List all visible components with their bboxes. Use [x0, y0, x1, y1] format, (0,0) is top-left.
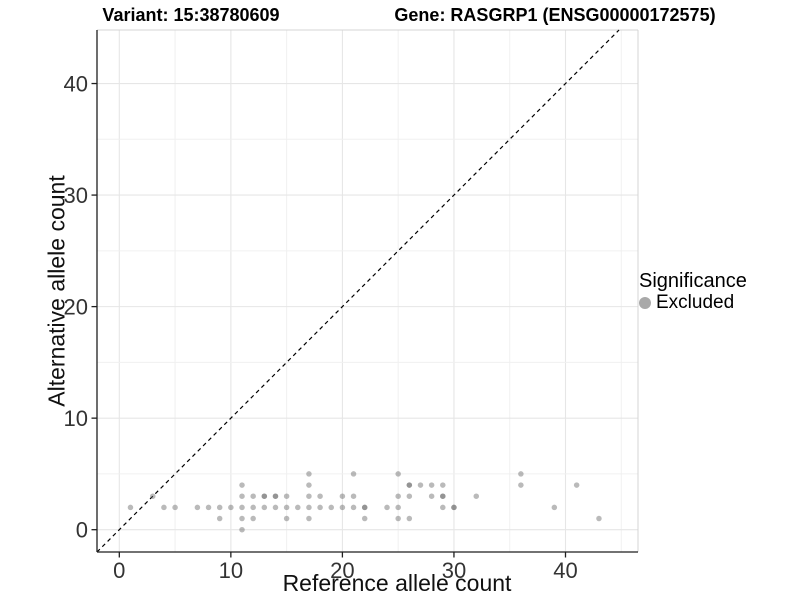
data-point: [272, 504, 279, 511]
data-point: [205, 504, 212, 511]
data-point: [428, 482, 435, 488]
data-point: [406, 482, 413, 488]
data-point: [451, 504, 457, 511]
data-point: [261, 493, 268, 499]
data-point: [317, 504, 323, 511]
data-point: [361, 504, 368, 511]
data-point: [250, 504, 256, 511]
y-tick-label: 20: [64, 295, 88, 320]
data-point: [417, 482, 424, 488]
data-point: [440, 504, 446, 511]
y-axis-title: Alternative allele count: [43, 175, 70, 407]
x-tick-label: 20: [330, 558, 354, 583]
data-point: [239, 526, 245, 533]
x-axis-title: Reference allele count: [282, 570, 512, 596]
data-point: [261, 493, 268, 499]
data-point: [283, 504, 290, 511]
data-point: [306, 504, 312, 511]
data-point: [239, 482, 245, 488]
identity-line: [96, 29, 620, 553]
data-point: [216, 515, 223, 522]
data-point: [596, 515, 602, 522]
legend-title: Significance: [639, 270, 747, 292]
data-point: [440, 493, 446, 499]
data-point: [228, 504, 234, 511]
data-point: [127, 504, 134, 511]
data-point: [150, 493, 156, 499]
data-point: [395, 493, 401, 499]
y-tick-label: 40: [64, 72, 88, 97]
data-point: [172, 504, 178, 511]
data-point: [361, 515, 368, 522]
data-point: [239, 504, 245, 511]
data-point: [306, 515, 312, 522]
data-point: [306, 471, 312, 477]
y-tick-label: 30: [64, 183, 88, 208]
data-point: [573, 482, 580, 488]
data-point: [473, 493, 480, 499]
data-point: [451, 504, 457, 511]
data-point: [239, 515, 245, 522]
data-point: [395, 504, 401, 511]
y-tick-label: 0: [76, 518, 88, 543]
data-point: [317, 493, 323, 499]
legend-item-excluded: Excluded: [639, 293, 747, 313]
data-point: [283, 515, 290, 522]
data-point: [518, 482, 524, 488]
gene-title: Gene: RASGRP1 (ENSG00000172575): [394, 5, 716, 25]
data-point: [216, 504, 223, 511]
data-point: [283, 493, 290, 499]
data-point: [406, 482, 413, 488]
data-point: [428, 493, 435, 499]
data-point: [518, 471, 524, 477]
excluded-point-icon: [639, 296, 651, 309]
data-point: [306, 482, 312, 488]
data-point: [272, 493, 279, 499]
legend-item-label: Excluded: [656, 292, 735, 313]
data-point: [328, 504, 334, 511]
data-point: [361, 504, 368, 511]
data-point: [395, 471, 401, 477]
data-point: [440, 493, 446, 499]
variant-title: Variant: 15:38780609: [102, 5, 280, 25]
data-point: [250, 515, 256, 522]
data-point: [272, 493, 279, 499]
data-point: [406, 515, 413, 522]
x-tick-label: 0: [113, 558, 125, 583]
data-point: [350, 504, 357, 511]
data-point: [161, 504, 167, 511]
data-point: [250, 493, 256, 499]
data-point: [295, 504, 301, 511]
x-tick-label: 10: [219, 558, 243, 583]
data-point: [384, 504, 390, 511]
data-point: [406, 493, 413, 499]
data-point: [339, 493, 346, 499]
data-point: [350, 471, 357, 477]
y-tick-label: 10: [64, 406, 88, 431]
data-point: [306, 493, 312, 499]
data-point: [194, 504, 201, 511]
data-point: [261, 504, 268, 511]
data-point: [239, 493, 245, 499]
legend: Significance Excluded: [639, 271, 747, 313]
x-tick-label: 40: [553, 558, 577, 583]
x-tick-label: 30: [442, 558, 466, 583]
data-point: [395, 515, 401, 522]
data-point: [339, 504, 346, 511]
data-point: [551, 504, 558, 511]
data-point: [440, 482, 446, 488]
data-point: [350, 493, 357, 499]
